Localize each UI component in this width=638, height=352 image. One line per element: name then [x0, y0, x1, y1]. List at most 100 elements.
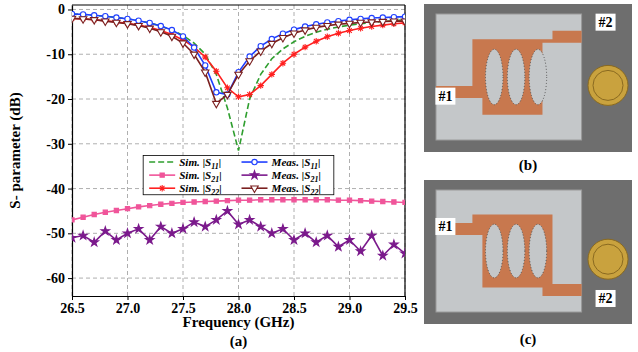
y-grid-line	[72, 9, 405, 10]
photo: #1#2	[424, 180, 632, 324]
series-marker	[269, 71, 275, 77]
series-marker	[168, 34, 175, 40]
x-grid-line	[183, 5, 184, 296]
x-tick: 27.5	[171, 296, 196, 316]
series-marker	[279, 224, 287, 232]
legend-item: Meas. |S22|	[242, 182, 321, 197]
series-marker	[190, 52, 197, 58]
series-marker	[314, 198, 318, 202]
y-tick: -40	[46, 182, 72, 197]
y-axis-line	[72, 6, 73, 297]
series-marker	[258, 82, 264, 88]
series-marker	[259, 198, 263, 202]
x-tick: 29.0	[338, 296, 363, 316]
legend: Sim. |S11|Sim. |S21|Sim. |S22|Meas. |S11…	[143, 156, 334, 198]
series-marker	[346, 21, 353, 27]
port-label-box	[596, 14, 616, 31]
series-marker	[169, 27, 174, 32]
series-marker	[203, 63, 208, 68]
series-marker	[90, 18, 97, 24]
series-marker	[246, 91, 252, 97]
series-marker	[102, 19, 109, 25]
copper-resonator	[486, 224, 503, 278]
y-tick: -30	[46, 137, 72, 152]
port-label: #1	[438, 219, 452, 234]
series-marker	[290, 236, 298, 244]
series-marker	[81, 215, 85, 219]
x-tick-mark	[294, 296, 295, 300]
board	[436, 14, 582, 140]
series-marker	[367, 231, 375, 239]
legend-swatch	[149, 185, 175, 191]
series-marker	[324, 23, 331, 29]
legend-marker	[160, 173, 164, 177]
series-marker	[334, 242, 342, 250]
series-marker	[145, 236, 153, 244]
series-marker	[170, 201, 174, 205]
y-tick-label: 0	[58, 2, 65, 17]
series-marker	[114, 15, 119, 20]
series-line	[72, 18, 405, 103]
series-marker	[125, 207, 129, 211]
series-marker	[158, 23, 163, 28]
y-axis-title: S- parameter (dB)	[7, 92, 24, 208]
x-tick-mark	[350, 296, 351, 300]
series-marker	[256, 222, 264, 230]
y-tick-label: -50	[46, 226, 65, 241]
series-marker	[402, 20, 405, 26]
series-marker	[379, 251, 387, 259]
x-tick-label: 29.0	[338, 301, 363, 316]
series-marker	[247, 198, 251, 202]
series-marker	[214, 199, 218, 203]
x-axis-title: Frequency (GHz)	[183, 314, 295, 331]
x-tick: 28.5	[282, 296, 307, 316]
series-marker	[181, 200, 185, 204]
series-marker	[225, 199, 229, 203]
series-marker	[72, 16, 76, 22]
y-tick-mark	[68, 54, 72, 55]
port-label-box	[596, 290, 616, 307]
x-tick-mark	[72, 296, 73, 300]
series-marker	[368, 20, 375, 26]
series-marker	[235, 72, 242, 78]
series-marker	[246, 59, 253, 65]
series-marker	[390, 19, 397, 25]
series-marker	[345, 236, 353, 244]
series	[72, 207, 405, 260]
panel-label: (a)	[230, 333, 248, 350]
series-marker	[190, 218, 198, 226]
series-marker	[302, 44, 308, 50]
series-marker	[212, 215, 220, 223]
series-marker	[312, 238, 320, 246]
series-marker	[79, 231, 87, 239]
series-marker	[136, 205, 140, 209]
series-marker	[392, 200, 396, 204]
series-marker	[201, 222, 209, 230]
series-marker	[336, 198, 340, 202]
series-marker	[103, 14, 108, 19]
series-marker	[358, 199, 362, 203]
series-marker	[147, 20, 152, 25]
series-marker	[281, 198, 285, 202]
y-tick-mark	[68, 189, 72, 190]
series-marker	[114, 208, 118, 212]
copper-resonator	[507, 49, 524, 104]
series-marker	[90, 238, 98, 246]
series-marker	[390, 240, 398, 248]
copper-resonator	[507, 224, 524, 278]
legend-swatch	[242, 171, 268, 179]
series-marker	[236, 198, 240, 202]
legend-label: Sim. |S22|	[179, 182, 222, 197]
coin-rim	[593, 244, 623, 274]
grid	[72, 5, 405, 296]
series	[72, 11, 405, 97]
chart-a: 26.527.027.528.028.529.029.50-10-20-30-4…	[7, 2, 418, 350]
x-tick-mark	[183, 296, 184, 300]
series-marker	[213, 68, 219, 74]
y-grid-line	[72, 143, 405, 144]
photo-background	[424, 4, 632, 152]
port-label-box	[435, 218, 455, 235]
series-marker	[125, 16, 130, 21]
legend-swatch	[149, 173, 175, 177]
series-line	[72, 14, 405, 151]
